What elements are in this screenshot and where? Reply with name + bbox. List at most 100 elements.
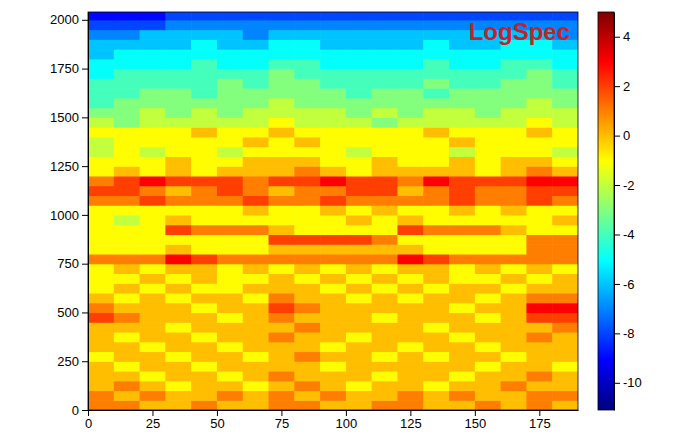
tick-mark bbox=[82, 410, 88, 411]
heatmap-cell bbox=[372, 205, 398, 215]
heatmap-cell bbox=[449, 69, 475, 79]
heatmap-cell bbox=[191, 127, 217, 137]
tick: 750 bbox=[57, 256, 88, 271]
heatmap-cell bbox=[269, 195, 295, 205]
heatmap-cell bbox=[243, 234, 269, 244]
heatmap-cell bbox=[269, 400, 295, 410]
heatmap-cell bbox=[114, 195, 140, 205]
heatmap-cell bbox=[423, 381, 449, 391]
tick-label: 0 bbox=[72, 403, 79, 418]
tick-mark bbox=[82, 20, 88, 21]
heatmap-cell bbox=[526, 225, 552, 235]
heatmap-cell bbox=[475, 225, 501, 235]
heatmap-cell bbox=[191, 78, 217, 88]
heatmap-cell bbox=[449, 49, 475, 59]
heatmap-cell bbox=[114, 117, 140, 127]
heatmap-cell bbox=[243, 30, 269, 40]
heatmap-cell bbox=[191, 351, 217, 361]
tick: 100 bbox=[336, 410, 358, 431]
heatmap-cell bbox=[88, 312, 114, 322]
heatmap-cell bbox=[526, 195, 552, 205]
heatmap-cell bbox=[320, 20, 346, 30]
heatmap-cell bbox=[269, 59, 295, 69]
heatmap-cell bbox=[88, 49, 114, 59]
heatmap-cell bbox=[501, 351, 527, 361]
heatmap-cell bbox=[140, 147, 166, 157]
heatmap-cell bbox=[88, 117, 114, 127]
heatmap-cell bbox=[140, 39, 166, 49]
heatmap-cell bbox=[294, 166, 320, 176]
heatmap-cell bbox=[191, 69, 217, 79]
heatmap-cell bbox=[552, 59, 578, 69]
heatmap-cell bbox=[114, 98, 140, 108]
heatmap-cell bbox=[552, 390, 578, 400]
heatmap-cell bbox=[243, 264, 269, 274]
heatmap-cell bbox=[552, 147, 578, 157]
heatmap-cell bbox=[423, 195, 449, 205]
heatmap-cell bbox=[449, 166, 475, 176]
heatmap-cell bbox=[269, 98, 295, 108]
heatmap-cell bbox=[217, 176, 243, 186]
tick: -10 bbox=[614, 375, 642, 390]
heatmap-cell bbox=[294, 88, 320, 98]
heatmap-cell bbox=[372, 293, 398, 303]
heatmap-cell bbox=[269, 137, 295, 147]
tick-mark bbox=[82, 264, 88, 265]
heatmap-cell bbox=[372, 176, 398, 186]
heatmap-cell bbox=[372, 342, 398, 352]
heatmap-cell bbox=[346, 20, 372, 30]
heatmap-cell bbox=[243, 20, 269, 30]
heatmap-cell bbox=[320, 88, 346, 98]
heatmap-cell bbox=[372, 254, 398, 264]
heatmap-cell bbox=[88, 332, 114, 342]
heatmap-cell bbox=[346, 303, 372, 313]
tick-label: 0 bbox=[85, 416, 92, 431]
heatmap-cell bbox=[423, 312, 449, 322]
heatmap-cell bbox=[320, 12, 346, 20]
heatmap-cell bbox=[526, 332, 552, 342]
heatmap-cell bbox=[320, 381, 346, 391]
heatmap-cell bbox=[114, 215, 140, 225]
heatmap-cell bbox=[243, 205, 269, 215]
heatmap-cell bbox=[552, 303, 578, 313]
heatmap-cell bbox=[165, 98, 191, 108]
tick-label: -10 bbox=[623, 375, 642, 390]
heatmap-cell bbox=[140, 244, 166, 254]
heatmap-cell bbox=[449, 176, 475, 186]
heatmap-cell bbox=[423, 361, 449, 371]
heatmap-cell bbox=[397, 147, 423, 157]
heatmap-cell bbox=[397, 332, 423, 342]
heatmap-cell bbox=[526, 186, 552, 196]
heatmap-cell bbox=[243, 312, 269, 322]
heatmap-cell bbox=[88, 176, 114, 186]
heatmap-cell bbox=[243, 166, 269, 176]
heatmap-cell bbox=[320, 244, 346, 254]
heatmap-cell bbox=[140, 127, 166, 137]
tick-label: 25 bbox=[146, 416, 160, 431]
heatmap-cell bbox=[397, 195, 423, 205]
heatmap-cell bbox=[88, 215, 114, 225]
heatmap-cell bbox=[165, 69, 191, 79]
heatmap-cell bbox=[397, 312, 423, 322]
heatmap-cell bbox=[423, 39, 449, 49]
heatmap-cell bbox=[423, 49, 449, 59]
heatmap-cell bbox=[269, 244, 295, 254]
heatmap-cell bbox=[217, 98, 243, 108]
heatmap-cell bbox=[114, 332, 140, 342]
heatmap-cell bbox=[397, 381, 423, 391]
heatmap-cell bbox=[217, 59, 243, 69]
heatmap-cell bbox=[526, 273, 552, 283]
heatmap-cell bbox=[397, 108, 423, 118]
heatmap-cell bbox=[191, 215, 217, 225]
heatmap-cell bbox=[140, 322, 166, 332]
heatmap-cell bbox=[552, 361, 578, 371]
heatmap-cell bbox=[397, 127, 423, 137]
heatmap-cell bbox=[88, 371, 114, 381]
heatmap-cell bbox=[217, 381, 243, 391]
heatmap-cell bbox=[320, 225, 346, 235]
tick-label: 175 bbox=[529, 416, 551, 431]
heatmap-cell bbox=[372, 186, 398, 196]
heatmap-cell bbox=[88, 69, 114, 79]
heatmap-cell bbox=[88, 322, 114, 332]
heatmap-cell bbox=[372, 117, 398, 127]
